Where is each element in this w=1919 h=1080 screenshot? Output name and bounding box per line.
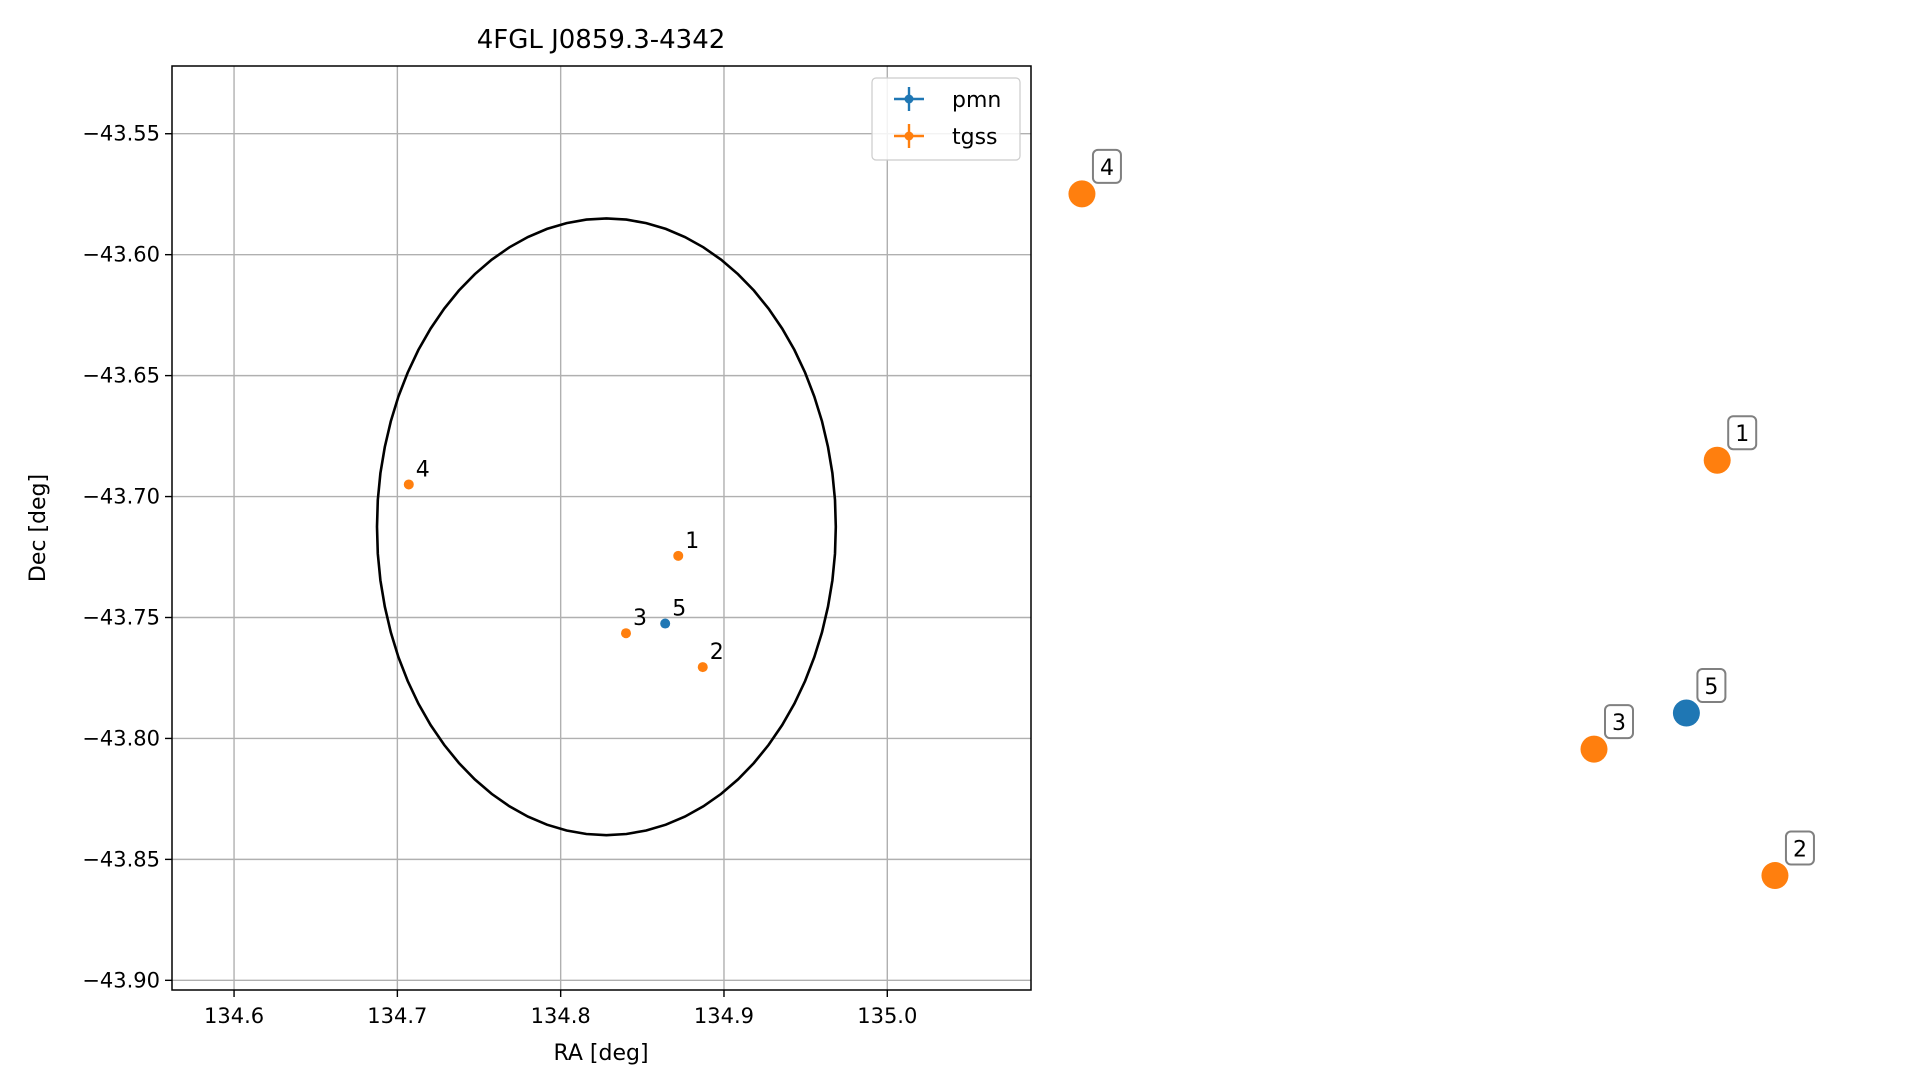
side-point-pmn-5: [1672, 699, 1700, 727]
side-label-box-3: [1604, 704, 1634, 740]
point-label-2: 2: [710, 640, 724, 665]
data-point-tgss-4: [403, 479, 414, 490]
plot-frame: [171, 65, 1032, 991]
x-tick-label: 134.9: [694, 1004, 754, 1028]
point-label-3: 3: [633, 606, 647, 631]
legend-label-pmn: pmn: [952, 88, 1001, 113]
x-tick-label: 135.0: [857, 1004, 917, 1028]
y-tick-label: −43.85: [82, 847, 160, 871]
x-axis-ticks: 134.6 134.7 134.8 134.9 135.0: [204, 990, 917, 1028]
y-axis-label: Dec [deg]: [26, 474, 51, 582]
side-label-2: 2: [1793, 838, 1807, 863]
label-map-panel: 1 2 3 4 5: [1068, 148, 1815, 890]
chart-title: 4FGL J0859.3-4342: [477, 25, 726, 55]
side-label-box-5: [1696, 668, 1727, 704]
y-tick-label: −43.65: [82, 364, 160, 388]
side-label-box-4: [1091, 148, 1122, 184]
y-tick-label: −43.75: [82, 605, 160, 629]
y-tick-label: −43.90: [82, 968, 160, 992]
x-tick-label: 134.8: [531, 1004, 591, 1028]
side-label-4: 4: [1100, 156, 1114, 181]
side-label-3: 3: [1612, 711, 1626, 736]
point-label-1: 1: [685, 529, 699, 554]
data-point-pmn-5: [660, 618, 671, 629]
legend-marker-dot-tgss: [904, 131, 914, 141]
point-label-4: 4: [416, 457, 430, 482]
side-label-5: 5: [1704, 675, 1718, 700]
data-point-tgss-1: [673, 550, 684, 561]
side-label-1: 1: [1735, 422, 1749, 447]
side-label-box-2: [1784, 830, 1815, 866]
y-axis-ticks: −43.55 −43.60 −43.65 −43.70 −43.75 −43.80 −43.…: [82, 122, 172, 992]
side-point-tgss-3: [1580, 735, 1608, 763]
side-point-tgss-2: [1761, 862, 1789, 890]
side-label-box-1: [1727, 415, 1758, 451]
grid: [172, 66, 1031, 990]
side-point-tgss-1: [1703, 446, 1731, 474]
y-tick-label: −43.70: [82, 485, 160, 509]
x-tick-label: 134.7: [367, 1004, 427, 1028]
y-tick-label: −43.80: [82, 726, 160, 750]
y-tick-label: −43.55: [82, 122, 160, 146]
data-points: 5 1 2 3 4: [403, 457, 724, 673]
data-point-tgss-3: [620, 628, 631, 639]
legend-label-tgss: tgss: [952, 125, 998, 150]
point-label-5: 5: [672, 597, 686, 622]
legend-marker-dot-pmn: [904, 94, 914, 104]
x-axis-label: RA [deg]: [553, 1041, 648, 1066]
error-ellipse: [375, 217, 838, 837]
x-tick-label: 134.6: [204, 1004, 264, 1028]
legend: pmn tgss: [871, 77, 1021, 161]
side-point-tgss-4: [1068, 180, 1096, 208]
y-tick-label: −43.60: [82, 243, 160, 267]
data-point-tgss-2: [697, 662, 708, 673]
